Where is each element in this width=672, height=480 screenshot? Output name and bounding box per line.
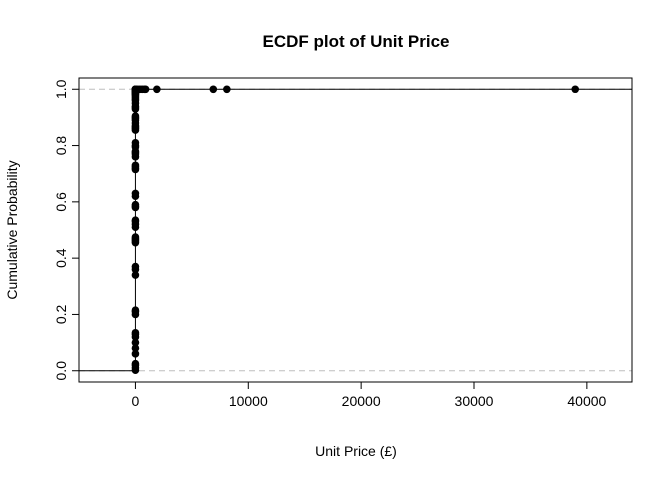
data-point	[153, 85, 161, 94]
y-axis: 0.0 0.2 0.4 0.6 0.8 1.0	[53, 79, 80, 381]
y-tick-label: 1.0	[53, 79, 69, 99]
data-point	[131, 216, 140, 224]
x-axis: 0 10000 20000 30000 40000	[132, 381, 607, 409]
data-point	[131, 233, 140, 241]
x-tick-label: 30000	[455, 393, 494, 409]
y-tick-label: 0.6	[53, 192, 69, 212]
data-point	[223, 85, 231, 94]
data-point	[131, 200, 140, 209]
x-tick-label: 20000	[342, 393, 381, 409]
data-point	[131, 350, 140, 358]
data-point	[131, 344, 140, 353]
x-tick-label: 0	[132, 393, 140, 409]
data-point	[131, 338, 140, 347]
data-point	[131, 262, 140, 271]
data-point	[131, 112, 140, 120]
data-points	[131, 85, 580, 374]
y-axis-label: Cumulative Probability	[4, 160, 20, 299]
x-tick-label: 10000	[229, 393, 268, 409]
data-point	[131, 138, 140, 147]
y-tick-label: 0.0	[53, 361, 69, 381]
data-point	[131, 189, 140, 198]
x-tick-label: 40000	[567, 393, 606, 409]
y-tick-label: 0.4	[53, 248, 69, 268]
data-point	[141, 85, 150, 94]
data-point	[209, 85, 218, 94]
data-point	[571, 85, 580, 94]
data-point	[131, 359, 140, 368]
y-tick-label: 0.8	[53, 136, 69, 156]
chart-title: ECDF plot of Unit Price	[263, 32, 450, 51]
data-point	[131, 161, 140, 170]
y-tick-label: 0.2	[53, 305, 69, 325]
data-point	[131, 328, 140, 337]
data-point	[131, 271, 140, 279]
x-axis-label: Unit Price (£)	[315, 443, 397, 459]
data-point	[131, 306, 140, 315]
